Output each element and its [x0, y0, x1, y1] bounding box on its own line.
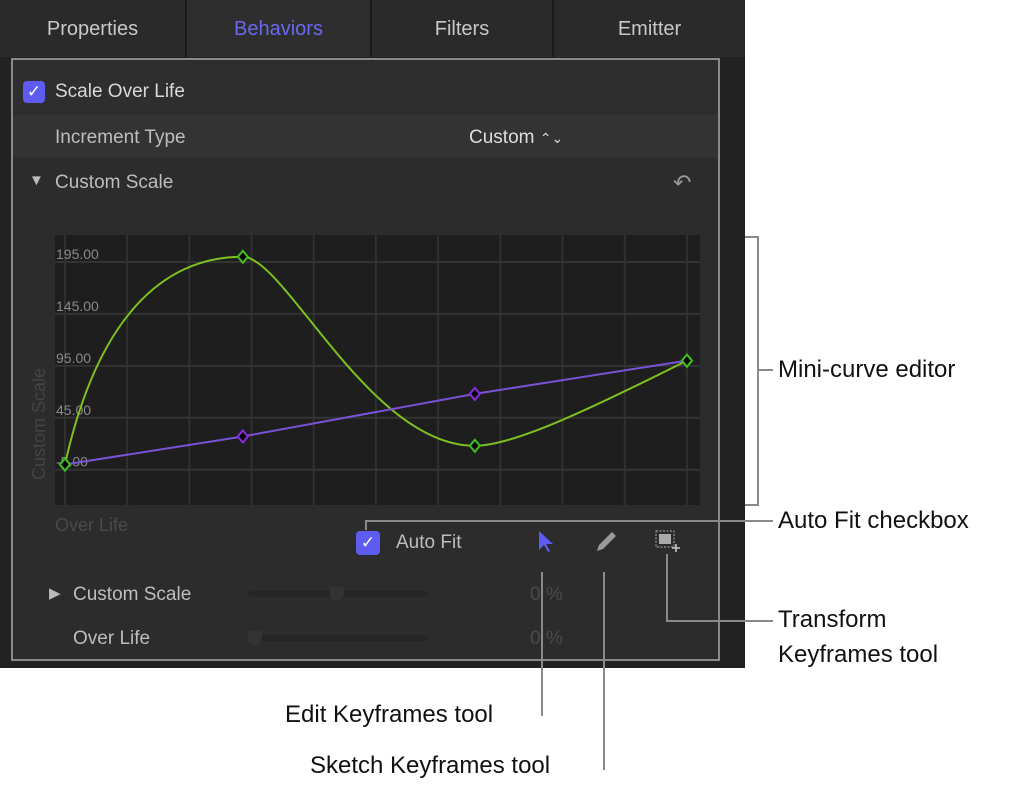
- behavior-enable-checkbox[interactable]: ✓: [23, 81, 45, 103]
- keyframe-point: [236, 249, 250, 265]
- custom-scale-value[interactable]: 0 %: [530, 584, 563, 605]
- x-axis-label: Over Life: [55, 515, 129, 535]
- slider-thumb[interactable]: [330, 587, 344, 601]
- callout-line: [666, 554, 668, 622]
- inspector-panel: Properties Behaviors Filters Emitter ✓ S…: [0, 0, 745, 668]
- custom-scale-slider[interactable]: [248, 587, 428, 601]
- callout-line: [757, 369, 773, 371]
- transform-keyframes-tool-icon[interactable]: [654, 529, 684, 555]
- tab-filters[interactable]: Filters: [372, 0, 554, 57]
- undo-arrow-icon[interactable]: ↶: [673, 170, 692, 195]
- increment-type-popup[interactable]: Custom ⌃⌄: [469, 127, 563, 149]
- keyframe-point: [680, 353, 694, 369]
- param-custom-scale-label: Custom Scale: [73, 584, 192, 605]
- bracket: [757, 236, 759, 506]
- annotation-auto-fit: Auto Fit checkbox: [778, 507, 969, 534]
- custom-scale-label: Custom Scale: [55, 172, 174, 193]
- edit-keyframes-tool-arrow-icon[interactable]: [536, 530, 556, 554]
- annotation-transform-1: Transform: [778, 606, 887, 633]
- bracket-top: [745, 236, 759, 238]
- increment-type-row: Increment Type Custom ⌃⌄: [13, 114, 718, 158]
- tab-properties[interactable]: Properties: [0, 0, 187, 57]
- callout-line: [365, 520, 773, 522]
- tab-emitter[interactable]: Emitter: [554, 0, 745, 57]
- tab-behaviors[interactable]: Behaviors: [187, 0, 372, 57]
- chevron-updown-icon: ⌃⌄: [539, 130, 564, 146]
- y-tick-label: 45.00: [56, 402, 91, 418]
- auto-fit-label: Auto Fit: [396, 532, 462, 553]
- y-tick-label: 95.00: [56, 350, 91, 366]
- curve-series-1: [64, 359, 688, 466]
- over-life-value[interactable]: 0 %: [530, 628, 563, 649]
- annotation-edit-keyframes: Edit Keyframes tool: [285, 701, 494, 728]
- callout-line: [541, 572, 543, 716]
- callout-line: [666, 620, 773, 622]
- slider-thumb[interactable]: [248, 631, 262, 645]
- custom-scale-row: ▼ Custom Scale ↶: [13, 160, 718, 204]
- keyframe-point: [468, 386, 482, 402]
- param-over-life-label: Over Life: [73, 628, 151, 649]
- y-tick-label: 195.00: [56, 246, 99, 262]
- plot-area: [55, 235, 700, 505]
- keyframe-point: [58, 456, 72, 473]
- bracket-bottom: [745, 504, 759, 506]
- sketch-keyframes-tool-pencil-icon[interactable]: [593, 529, 619, 555]
- annotation-mini-curve-editor: Mini-curve editor: [778, 356, 956, 383]
- annotation-sketch-keyframes: Sketch Keyframes tool: [310, 752, 551, 779]
- annotation-transform-2: Keyframes tool: [778, 641, 939, 668]
- behavior-header: ✓ Scale Over Life: [13, 60, 718, 112]
- increment-type-label: Increment Type: [55, 127, 186, 148]
- increment-type-value: Custom: [469, 127, 535, 148]
- keyframe-point: [236, 428, 250, 445]
- disclosure-closed-icon[interactable]: ▶: [49, 585, 61, 602]
- y-tick-label: 145.00: [56, 298, 99, 314]
- callout-line: [603, 572, 605, 770]
- keyframe-point: [468, 438, 482, 454]
- auto-fit-checkbox[interactable]: ✓: [356, 531, 380, 555]
- over-life-slider[interactable]: [248, 631, 428, 645]
- disclosure-open-icon[interactable]: ▼: [29, 172, 44, 189]
- curve-series-0: [63, 255, 688, 465]
- y-axis-label: Custom Scale: [29, 367, 49, 480]
- callout-line: [365, 520, 367, 530]
- behavior-name: Scale Over Life: [55, 81, 185, 102]
